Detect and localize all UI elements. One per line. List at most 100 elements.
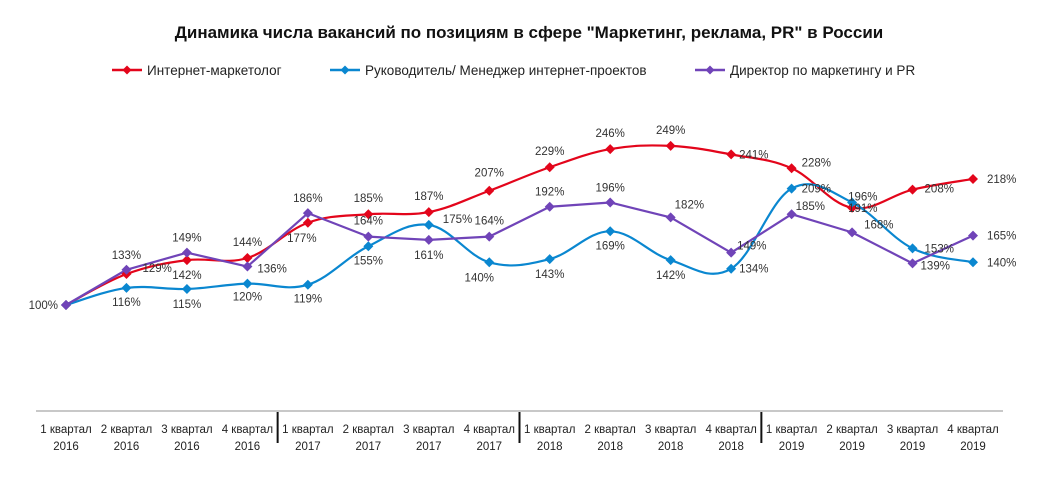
data-point — [605, 197, 616, 208]
x-tick-label: 4 квартал 2018 — [705, 424, 756, 453]
data-point — [847, 202, 858, 213]
data-label: 182% — [675, 199, 704, 211]
year-separators — [276, 412, 763, 443]
data-point — [726, 149, 737, 160]
legend-label: Директор по маркетингу и PR — [730, 63, 915, 78]
x-tick-year: 2019 — [779, 441, 805, 453]
data-point — [302, 208, 313, 219]
series-lines — [65, 144, 974, 307]
data-label: 165% — [987, 231, 1016, 243]
data-label: 164% — [475, 216, 504, 228]
data-point — [484, 257, 495, 268]
data-point — [968, 173, 978, 184]
data-label: 115% — [173, 299, 202, 311]
x-tick-year: 2018 — [537, 441, 563, 453]
x-tick-label: 3 квартал 2018 — [645, 424, 696, 453]
legend-label: Руководитель/ Менеджер интернет-проектов — [365, 63, 647, 78]
x-tick-quarter: 3 квартал — [161, 424, 212, 436]
x-tick-year: 2017 — [476, 441, 502, 453]
data-point — [484, 231, 495, 242]
data-point — [242, 261, 253, 272]
data-label: 185% — [796, 201, 825, 213]
data-point — [847, 227, 858, 238]
data-label: 192% — [535, 187, 564, 199]
x-tick-quarter: 1 квартал — [40, 424, 91, 436]
data-point — [544, 162, 555, 173]
data-label: 249% — [656, 125, 685, 137]
data-point — [423, 207, 434, 218]
data-label: 140% — [465, 272, 494, 284]
data-label: 142% — [656, 270, 685, 282]
x-tick-label: 2 квартал 2016 — [101, 424, 152, 453]
x-tick-quarter: 1 квартал — [282, 424, 333, 436]
x-tick-year: 2017 — [416, 441, 442, 453]
x-tick-quarter: 2 квартал — [585, 424, 636, 436]
x-tick-label: 4 квартал 2016 — [222, 424, 273, 453]
data-point — [181, 247, 192, 258]
data-label: 246% — [595, 128, 624, 140]
x-tick-quarter: 4 квартал — [705, 424, 756, 436]
data-point — [605, 144, 616, 155]
x-tick-quarter: 2 квартал — [343, 424, 394, 436]
x-tick-year: 2018 — [597, 441, 623, 453]
data-label: 218% — [987, 174, 1016, 186]
x-tick-label: 1 квартал 2018 — [524, 424, 575, 453]
data-point — [726, 263, 737, 274]
data-label: 228% — [802, 157, 831, 169]
chart-title: Динамика числа вакансий по позициям в сф… — [175, 23, 883, 42]
data-label: 136% — [257, 264, 286, 276]
legend-diamond-icon — [122, 65, 132, 75]
data-label: 164% — [354, 216, 383, 228]
data-point — [907, 243, 918, 254]
legend-item: Интернет-маркетолог — [112, 63, 282, 78]
data-point — [665, 255, 676, 266]
x-tick-quarter: 2 квартал — [826, 424, 877, 436]
data-label: 143% — [535, 269, 564, 281]
x-tick-quarter: 4 квартал — [947, 424, 998, 436]
data-label: 120% — [233, 292, 262, 304]
data-point — [726, 247, 737, 258]
x-tick-quarter: 3 квартал — [887, 424, 938, 436]
data-label: 169% — [595, 240, 624, 252]
series-line — [65, 183, 974, 307]
x-tick-quarter: 2 квартал — [101, 424, 152, 436]
data-label: 196% — [595, 182, 624, 194]
data-point — [786, 163, 797, 174]
data-label: 149% — [172, 233, 201, 245]
data-label: 155% — [354, 255, 383, 267]
x-tick-year: 2016 — [53, 441, 79, 453]
data-point — [181, 255, 192, 266]
data-label: 139% — [921, 260, 950, 272]
data-label: 187% — [414, 191, 443, 203]
data-label: 116% — [112, 297, 141, 309]
data-label: 191% — [848, 203, 877, 215]
data-point — [121, 264, 132, 275]
x-tick-label: 3 квартал 2017 — [403, 424, 454, 453]
data-label: 133% — [112, 250, 141, 262]
data-label: 186% — [293, 193, 322, 205]
data-point — [786, 183, 797, 194]
data-label: 209% — [802, 184, 831, 196]
x-tick-year: 2018 — [718, 441, 744, 453]
data-label: 175% — [443, 214, 472, 226]
x-tick-year: 2018 — [658, 441, 684, 453]
data-point — [665, 140, 676, 151]
data-point — [363, 231, 374, 242]
data-labels: 100%129%142%144% 177%185% 187%207%229%246%… — [29, 125, 1017, 312]
data-point — [363, 209, 374, 220]
data-point — [363, 241, 374, 252]
data-label: 241% — [739, 149, 768, 161]
x-tick-label: 4 квартал 2017 — [464, 424, 515, 453]
x-tick-year: 2019 — [839, 441, 865, 453]
legend-diamond-icon — [705, 65, 715, 75]
data-point — [605, 226, 616, 237]
data-label: 168% — [864, 219, 893, 231]
x-tick-label: 2 квартал 2019 — [826, 424, 877, 453]
x-tick-year: 2017 — [295, 441, 321, 453]
x-tick-label: 2 квартал 2017 — [343, 424, 394, 453]
data-point — [907, 184, 918, 195]
data-label: 149% — [737, 241, 766, 253]
data-label: 207% — [475, 168, 504, 180]
data-point — [484, 185, 495, 196]
data-point — [181, 283, 192, 294]
